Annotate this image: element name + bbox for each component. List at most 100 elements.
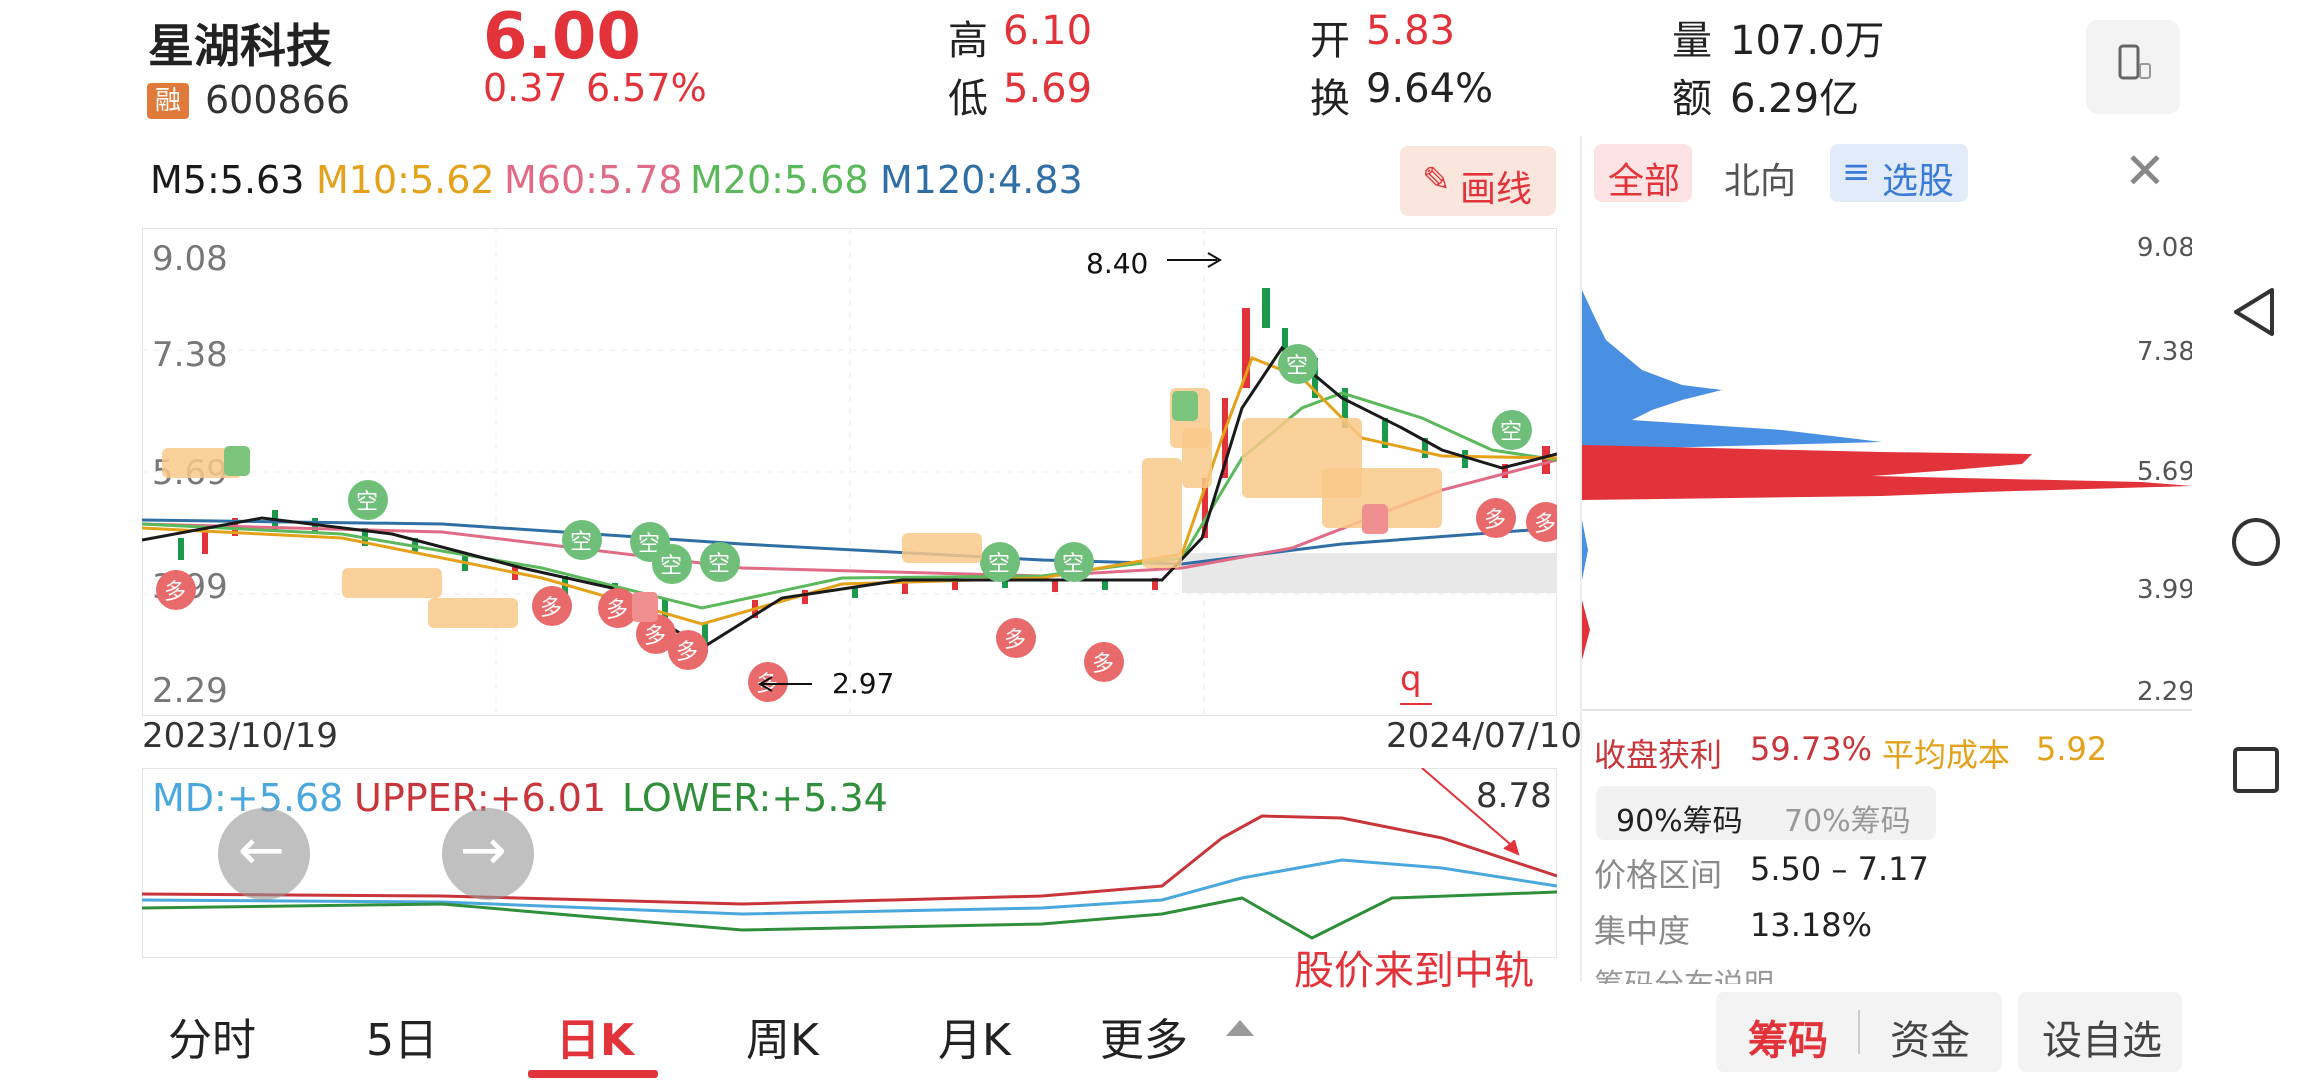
svg-text:空: 空 (638, 532, 660, 557)
chip-button[interactable]: 筹码 (1748, 1018, 1828, 1064)
svg-text:空: 空 (356, 490, 378, 515)
low-label: 低 (948, 76, 988, 122)
toggle-divider (1858, 1010, 1860, 1054)
active-tab-underline (528, 1070, 658, 1078)
svg-text:空: 空 (1062, 552, 1084, 577)
stock-code: 600866 (205, 78, 351, 122)
ma20-label: M20:5.68 (690, 158, 869, 202)
chip-y-tick-0: 9.08 (2137, 233, 2192, 263)
svg-text:多: 多 (1534, 512, 1556, 537)
add-watchlist-button[interactable]: 设自选 (2018, 992, 2182, 1072)
tab-select-stock-label: 选股 (1882, 161, 1955, 202)
nav-home-icon[interactable] (2226, 512, 2286, 572)
tab-weekly-k[interactable]: 周K (746, 1015, 819, 1066)
chip-y-tick-1: 7.38 (2137, 337, 2192, 367)
landscape-toggle-button[interactable] (2086, 20, 2180, 114)
tab-daily-k[interactable]: 日K (556, 1015, 635, 1066)
price-range-value: 5.50 – 7.17 (1750, 850, 1929, 888)
tab-north[interactable]: 北向 (1724, 161, 1797, 202)
boll-max-label: 8.78 (1476, 776, 1552, 816)
high-annotation: 8.40 (1086, 247, 1148, 280)
y-tick-4: 2.29 (152, 671, 228, 711)
add-watchlist-label: 设自选 (2042, 1018, 2162, 1064)
concentration-value: 13.18% (1750, 906, 1873, 944)
svg-text:空: 空 (570, 530, 592, 555)
svg-text:空: 空 (1500, 420, 1522, 445)
high-label: 高 (948, 18, 988, 64)
svg-text:空: 空 (988, 552, 1010, 577)
low-value: 5.69 (1003, 66, 1093, 112)
volume-label: 量 (1672, 18, 1712, 64)
tab-all[interactable]: 全部 (1594, 144, 1692, 202)
chip-tab-90-label: 90%筹码 (1616, 804, 1743, 839)
svg-text:多: 多 (644, 624, 666, 649)
avg-cost-value: 5.92 (2036, 730, 2108, 768)
pencil-icon: ✎ (1422, 160, 1451, 200)
fund-button[interactable]: 资金 (1890, 1018, 1970, 1064)
boll-upper-line (142, 814, 1557, 906)
scroll-left-button[interactable]: ← (218, 808, 310, 900)
triangle-up-icon[interactable] (1226, 1020, 1254, 1036)
tab-intraday[interactable]: 分时 (168, 1015, 256, 1066)
chip-explain-link[interactable]: 筹码分布说明 (1594, 960, 1774, 984)
concentration-label: 集中度 (1594, 912, 1691, 950)
kline-chart[interactable]: 9.08 7.38 5.69 3.99 2.29 (142, 228, 1557, 716)
tab-monthly-k[interactable]: 月K (938, 1015, 1011, 1066)
stock-name: 星湖科技 (148, 19, 332, 73)
arrow-left-icon: ← (238, 818, 285, 883)
svg-text:多: 多 (1484, 508, 1506, 533)
price-change-pct: 6.57% (586, 66, 707, 110)
svg-text:多: 多 (1092, 652, 1114, 677)
svg-text:多: 多 (164, 580, 186, 605)
nav-recents-icon[interactable] (2226, 740, 2286, 800)
turnover-label: 换 (1310, 76, 1350, 122)
svg-text:空: 空 (1286, 354, 1308, 379)
close-icon[interactable]: ✕ (2124, 142, 2166, 200)
date-start: 2023/10/19 (142, 716, 338, 756)
chip-y-tick-2: 5.69 (2137, 457, 2192, 487)
margin-badge: 融 (147, 83, 189, 119)
list-icon: ≡ (1842, 152, 1871, 192)
tab-select-stock[interactable]: ≡ 选股 (1830, 144, 1968, 202)
tab-more[interactable]: 更多 (1100, 1015, 1188, 1066)
boll-lower-label: LOWER:+5.34 (622, 776, 888, 820)
volume-value: 107.0万 (1730, 18, 1885, 64)
svg-text:空: 空 (708, 552, 730, 577)
arrow-right-icon: → (460, 818, 507, 883)
tab-all-label: 全部 (1608, 161, 1681, 202)
chip-distribution-chart: 9.08 7.38 5.69 3.99 2.29 (1582, 233, 2192, 711)
draw-line-label: 画线 (1460, 169, 1533, 210)
svg-text:多: 多 (540, 596, 562, 621)
price-range-label: 价格区间 (1594, 856, 1723, 894)
draw-line-button[interactable]: ✎ 画线 (1400, 146, 1556, 216)
amount-label: 额 (1672, 76, 1712, 122)
scroll-right-button[interactable]: → (442, 808, 534, 900)
amount-value: 6.29亿 (1730, 76, 1860, 122)
current-price: 6.00 (483, 0, 641, 74)
avg-cost-label: 平均成本 (1882, 736, 2011, 774)
y-tick-1: 7.38 (152, 335, 228, 375)
high-value: 6.10 (1003, 8, 1093, 54)
svg-text:多: 多 (676, 640, 698, 665)
turnover-value: 9.64% (1366, 66, 1494, 112)
svg-text:空: 空 (660, 554, 682, 579)
boll-md-line (142, 858, 1557, 916)
chip-y-tick-3: 3.99 (2137, 575, 2192, 605)
chip-tab-90[interactable]: 90%筹码 70%筹码 (1596, 786, 1936, 840)
boll-chart[interactable] (142, 768, 1557, 958)
q-annotation: q (1400, 659, 1422, 699)
svg-text:多: 多 (606, 598, 628, 623)
ma5-label: M5:5.63 (150, 158, 305, 202)
tab-5day[interactable]: 5日 (366, 1015, 438, 1066)
ma10-label: M10:5.62 (316, 158, 495, 202)
nav-back-icon[interactable] (2226, 282, 2286, 342)
date-end: 2024/07/10 (1386, 716, 1582, 756)
ma120-label: M120:4.83 (880, 158, 1083, 202)
chip-tab-70-label[interactable]: 70%筹码 (1784, 804, 1911, 839)
boll-lower-line (142, 890, 1557, 940)
signal-markers: 空 空 空 空 空 空 空 空 空 多 多 多 多 多 多 多 多 多 多 (156, 344, 1557, 702)
y-tick-0: 9.08 (152, 239, 228, 279)
ma5-line (142, 345, 1557, 650)
low-annotation: 2.97 (832, 667, 894, 700)
ma60-label: M60:5.78 (504, 158, 683, 202)
